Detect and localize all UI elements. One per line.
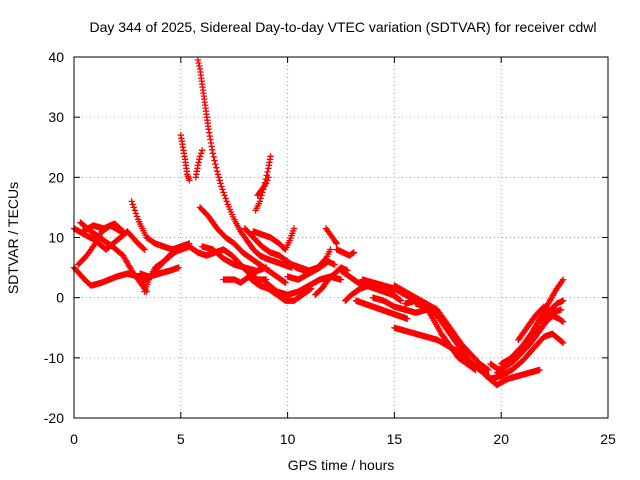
marker-track [79, 220, 127, 235]
series-track-aa [333, 246, 357, 259]
marker-track [515, 303, 565, 343]
marker-track [194, 56, 296, 271]
data-markers [70, 56, 567, 389]
series-track-k [194, 56, 296, 271]
marker-track [352, 297, 411, 322]
series-track-i [139, 243, 189, 286]
y-tick-label: -10 [44, 350, 64, 366]
marker-track [288, 246, 334, 274]
series-track-m [196, 204, 289, 286]
marker-track [220, 264, 270, 286]
marker-track [487, 330, 567, 383]
axis-tick-labels: 0 5 10 15 20 25 -20 -10 0 10 20 30 40 [44, 49, 616, 447]
x-axis-label: GPS time / hours [288, 457, 395, 473]
x-tick-label: 0 [70, 431, 78, 447]
series-track-t [250, 225, 298, 253]
chart-title: Day 344 of 2025, Sidereal Day-to-day VTE… [89, 19, 596, 35]
marker-track [199, 243, 259, 274]
marker-track [196, 204, 289, 286]
x-tick-label: 15 [387, 431, 403, 447]
marker-track [333, 246, 357, 259]
series-track-l [192, 147, 206, 181]
marker-track [322, 225, 340, 247]
series-track-x [288, 246, 334, 274]
series-track-e [79, 220, 127, 235]
x-tick-label: 10 [280, 431, 296, 447]
marker-track [177, 132, 193, 184]
marker-track [254, 174, 272, 199]
series-track-an [487, 330, 567, 383]
y-tick-label: 20 [48, 169, 64, 185]
y-tick-label: -20 [44, 410, 64, 426]
marker-track [139, 243, 189, 286]
series-track-r [254, 174, 272, 199]
x-tick-label: 25 [600, 431, 616, 447]
x-tick-label: 20 [493, 431, 509, 447]
series-track-j [177, 132, 193, 184]
y-tick-label: 40 [48, 49, 64, 65]
y-tick-label: 10 [48, 230, 64, 246]
x-tick-label: 5 [177, 431, 185, 447]
marker-track [248, 276, 315, 304]
y-axis-label: SDTVAR / TECUs [5, 182, 21, 294]
y-tick-label: 30 [48, 109, 64, 125]
marker-track [250, 225, 298, 253]
series-track-p [220, 264, 270, 286]
series-track-ac [342, 282, 398, 304]
marker-track [192, 147, 206, 181]
series-track-y [322, 225, 340, 247]
series-track-ad [352, 297, 411, 322]
series-track-o [199, 243, 259, 274]
y-tick-label: 0 [56, 290, 64, 306]
series-track-ap [515, 303, 565, 343]
marker-track [342, 282, 398, 304]
axis-ticks [73, 56, 609, 419]
series-track-u [248, 276, 315, 304]
